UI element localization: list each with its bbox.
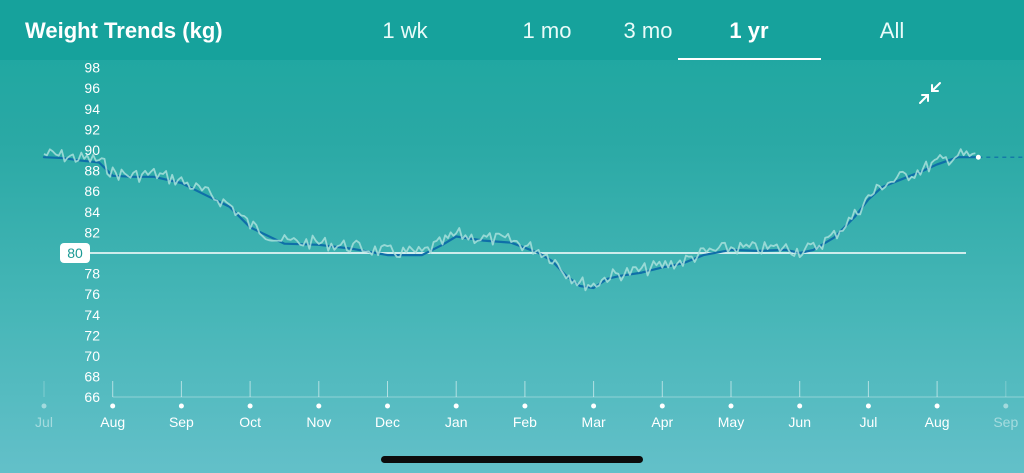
tab-1-year[interactable]: 1 yr [729, 18, 769, 43]
x-tick-dot [1003, 403, 1009, 409]
tab-all[interactable]: All [879, 18, 905, 43]
x-tick-label: May [718, 414, 744, 430]
x-tick-dot [659, 403, 665, 409]
y-tick-label: 96 [84, 80, 100, 96]
tab-3-months[interactable]: 3 mo [623, 18, 673, 43]
y-tick-label: 76 [84, 286, 100, 302]
tab-1-week[interactable]: 1 wk [382, 18, 428, 43]
y-tick-label: 98 [84, 60, 100, 76]
collapse-arrows-icon [919, 82, 941, 104]
x-tick-label: Nov [306, 414, 331, 430]
y-tick-label: 70 [84, 348, 100, 364]
x-tick-label: Dec [375, 414, 400, 430]
x-tick-dot [247, 403, 253, 409]
collapse-button[interactable] [915, 78, 945, 108]
x-tick-dot [797, 403, 803, 409]
x-tick-dot [110, 403, 116, 409]
y-tick-label: 74 [84, 307, 100, 323]
x-tick-label: Sep [169, 414, 194, 430]
x-tick-dot [316, 403, 322, 409]
x-tick-dot [453, 403, 459, 409]
x-tick-dot [522, 403, 528, 409]
x-tick-label: Mar [582, 414, 606, 430]
x-tick-label: Jul [859, 414, 877, 430]
y-tick-label: 88 [84, 163, 100, 179]
x-tick-dot [385, 403, 390, 409]
y-tick-label: 86 [84, 183, 100, 199]
goal-label: 80 [67, 245, 83, 261]
trend-weight-series [42, 156, 980, 290]
x-tick-label: Jun [788, 414, 811, 430]
goal-label-box [60, 243, 90, 263]
x-tick-label: Jul [35, 414, 53, 430]
x-tick-label: Feb [513, 414, 537, 430]
y-tick-label: 66 [84, 389, 100, 405]
y-tick-label: 94 [84, 101, 100, 117]
x-tick-dot [865, 403, 871, 409]
home-indicator [381, 456, 643, 463]
y-tick-label: 84 [84, 204, 100, 220]
x-tick-label: Sep [993, 414, 1018, 430]
x-tick-label: Aug [925, 414, 950, 430]
tab-1-month[interactable]: 1 mo [522, 18, 572, 43]
y-tick-label: 78 [84, 266, 100, 282]
x-tick-label: Apr [651, 414, 673, 430]
y-tick-label: 68 [84, 369, 100, 385]
y-tick-label: 92 [84, 121, 100, 137]
header-bar: Weight Trends (kg) 1 wk 1 mo 3 mo 1 yr A… [0, 0, 1024, 60]
x-tick-dot [41, 403, 47, 409]
page-title: Weight Trends (kg) [25, 18, 223, 43]
y-tick-label: 82 [84, 224, 100, 240]
x-tick-dot [934, 403, 940, 409]
x-tick-dot [728, 403, 734, 409]
latest-point [975, 154, 981, 160]
y-tick-label: 72 [84, 327, 100, 343]
x-tick-label: Oct [239, 414, 261, 430]
x-tick-dot [178, 403, 184, 409]
x-tick-dot [591, 403, 597, 409]
x-tick-label: Jan [445, 414, 468, 430]
active-tab-indicator [678, 58, 821, 60]
x-tick-label: Aug [100, 414, 125, 430]
y-tick-label: 90 [84, 142, 100, 158]
raw-weight-series [43, 148, 976, 292]
